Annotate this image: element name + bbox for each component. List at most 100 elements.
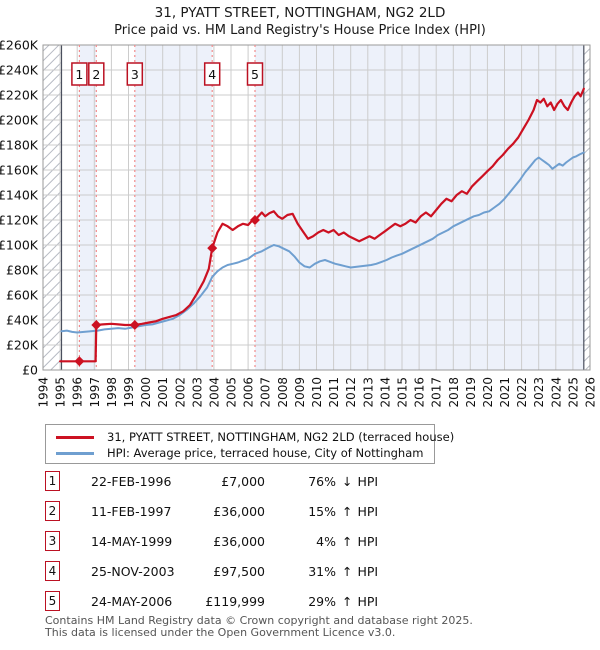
svg-text:£20K: £20K: [6, 338, 39, 353]
svg-text:1998: 1998: [105, 377, 119, 408]
property-price-line: [58, 87, 585, 363]
transaction-date: 14-MAY-1999: [91, 533, 173, 549]
svg-text:£240K: £240K: [0, 63, 39, 78]
svg-text:1994: 1994: [37, 377, 51, 408]
svg-text:£180K: £180K: [0, 138, 39, 153]
transaction-row: 5 24-MAY-2006 £119,999 29% ↑ HPI: [45, 590, 555, 612]
hpi-direction-icon: ↑: [342, 593, 353, 609]
transaction-hpi-percent: 29%: [308, 593, 336, 609]
svg-text:2: 2: [92, 67, 100, 82]
svg-text:1995: 1995: [54, 377, 68, 408]
svg-text:2004: 2004: [207, 377, 221, 408]
license-note: Contains HM Land Registry data © Crown c…: [45, 614, 585, 639]
svg-text:£100K: £100K: [0, 238, 39, 253]
svg-text:2019: 2019: [464, 377, 478, 408]
sale-number-box: [246, 62, 264, 86]
svg-text:2026: 2026: [584, 377, 598, 408]
property-line-swatch: [56, 435, 94, 439]
transaction-price: £36,000: [213, 533, 265, 549]
svg-text:£40K: £40K: [6, 313, 39, 328]
sale-number-box: [88, 62, 105, 86]
svg-text:3: 3: [131, 67, 139, 82]
sale-marker: [91, 320, 102, 330]
transaction-date: 24-MAY-2006: [91, 593, 173, 609]
transaction-number-badge: 1: [45, 471, 60, 491]
svg-text:2018: 2018: [447, 377, 461, 408]
price-history-chart: £0 £20K £40K £60K £80K £100K £120K £140K £160K £1…: [0, 38, 598, 408]
sale-marker: [249, 215, 260, 226]
page-subtitle: Price paid vs. HM Land Registry's House …: [114, 23, 486, 38]
svg-text:2021: 2021: [498, 377, 512, 408]
transaction-number-badge: 4: [45, 561, 60, 581]
svg-text:£60K: £60K: [6, 288, 39, 303]
hpi-direction-icon: ↑: [342, 503, 353, 519]
svg-text:2010: 2010: [310, 377, 324, 408]
svg-text:2024: 2024: [549, 377, 563, 408]
svg-text:2023: 2023: [532, 377, 546, 408]
transaction-row: 1 22-FEB-1996 £7,000 76% ↓ HPI: [45, 470, 555, 492]
transactions-table: 1 22-FEB-1996 £7,000 76% ↓ HPI 2 11-FEB-…: [45, 470, 555, 620]
svg-text:2011: 2011: [327, 377, 341, 408]
svg-text:£140K: £140K: [0, 188, 39, 203]
svg-text:2009: 2009: [293, 377, 307, 408]
sale-number-box: [203, 62, 221, 86]
transaction-hpi-label: HPI: [357, 503, 379, 519]
svg-text:2005: 2005: [225, 377, 239, 408]
svg-text:2002: 2002: [173, 377, 187, 408]
transaction-hpi-percent: 15%: [308, 503, 336, 519]
transaction-hpi-percent: 4%: [316, 533, 336, 549]
hpi-direction-icon: ↑: [342, 563, 353, 579]
svg-text:2001: 2001: [156, 377, 170, 408]
legend-item-property: 31, PYATT STREET, NOTTINGHAM, NG2 2LD (t…: [46, 429, 454, 445]
svg-text:2014: 2014: [378, 377, 392, 408]
sale-number-box: [71, 62, 88, 86]
transaction-row: 4 25-NOV-2003 £97,500 31% ↑ HPI: [45, 560, 555, 582]
transaction-price: £7,000: [221, 473, 265, 489]
transaction-hpi-label: HPI: [357, 473, 379, 489]
transaction-date: 11-FEB-1997: [91, 503, 172, 519]
transaction-price: £119,999: [205, 593, 265, 609]
svg-text:£80K: £80K: [6, 263, 39, 278]
transaction-row: 2 11-FEB-1997 £36,000 15% ↑ HPI: [45, 500, 555, 522]
transaction-price: £97,500: [213, 563, 265, 579]
sale-marker: [207, 243, 218, 254]
svg-text:4: 4: [208, 67, 216, 82]
transaction-hpi-label: HPI: [357, 533, 379, 549]
svg-text:1996: 1996: [71, 377, 85, 408]
transaction-number-badge: 2: [45, 501, 60, 521]
transaction-date: 22-FEB-1996: [91, 473, 172, 489]
hpi-line-swatch: [56, 451, 94, 455]
svg-text:5: 5: [251, 67, 259, 82]
transaction-hpi-percent: 76%: [308, 473, 336, 489]
svg-text:£200K: £200K: [0, 113, 39, 128]
legend-item-hpi: HPI: Average price, terraced house, City…: [46, 445, 434, 461]
svg-text:1997: 1997: [88, 377, 102, 408]
transaction-hpi-label: HPI: [357, 563, 379, 579]
svg-text:2015: 2015: [396, 377, 410, 408]
svg-text:2017: 2017: [430, 377, 444, 408]
transaction-date: 25-NOV-2003: [91, 563, 175, 579]
license-line-1: Contains HM Land Registry data © Crown c…: [45, 614, 473, 627]
svg-text:2000: 2000: [139, 377, 153, 408]
legend-label-property: 31, PYATT STREET, NOTTINGHAM, NG2 2LD (t…: [107, 430, 455, 444]
hpi-direction-icon: ↓: [342, 473, 353, 489]
svg-text:2003: 2003: [190, 377, 204, 408]
svg-text:£220K: £220K: [0, 88, 39, 103]
sale-marker: [74, 356, 85, 367]
transaction-price: £36,000: [213, 503, 265, 519]
transaction-hpi-percent: 31%: [308, 563, 336, 579]
svg-text:1: 1: [75, 67, 83, 82]
svg-text:2013: 2013: [361, 377, 375, 408]
svg-text:2016: 2016: [413, 377, 427, 408]
svg-text:2012: 2012: [344, 377, 358, 408]
svg-text:£160K: £160K: [0, 163, 39, 178]
svg-text:£260K: £260K: [0, 38, 39, 53]
legend-label-hpi: HPI: Average price, terraced house, City…: [107, 446, 424, 460]
page-title: 31, PYATT STREET, NOTTINGHAM, NG2 2LD: [154, 5, 446, 21]
hpi-direction-icon: ↑: [342, 533, 353, 549]
svg-text:2020: 2020: [481, 377, 495, 408]
sale-marker: [129, 320, 140, 330]
transaction-hpi-label: HPI: [357, 593, 379, 609]
transaction-number-badge: 5: [45, 591, 60, 611]
